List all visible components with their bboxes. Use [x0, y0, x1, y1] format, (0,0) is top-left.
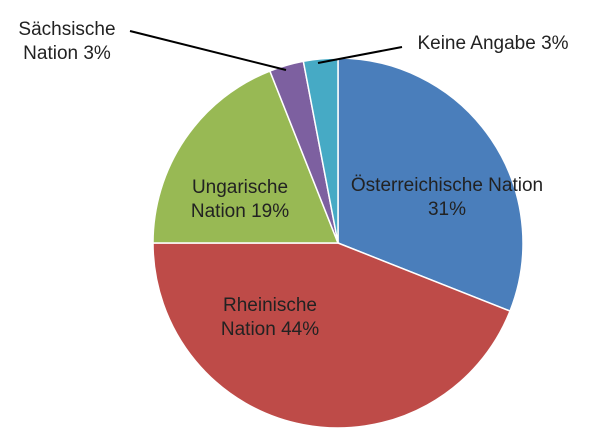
value-label: 3%	[541, 33, 569, 54]
slice-label: Ungarische Nation 19%	[165, 176, 315, 224]
slice-label: Sächsische Nation 3%	[2, 18, 132, 66]
pie-slice	[152, 70, 340, 244]
value-label: 3%	[83, 43, 111, 64]
pie-slice	[152, 242, 511, 429]
category-name: Sächsische Nation	[18, 19, 116, 64]
category-name: Ungarische Nation	[190, 177, 289, 222]
category-name: Österreichische Nation	[350, 175, 544, 196]
category-name: Rheinische Nation	[220, 295, 317, 340]
value-label: 31%	[427, 199, 467, 220]
slice-label: Österreichische Nation 31%	[347, 174, 547, 222]
value-label: 44%	[281, 319, 320, 340]
pie-slice	[337, 57, 524, 313]
category-name: Keine Angabe	[417, 33, 536, 54]
leader-line	[129, 30, 287, 71]
leader-line	[317, 46, 403, 64]
slice-label: Keine Angabe 3%	[393, 32, 593, 56]
slice-label: Rheinische Nation 44%	[195, 294, 345, 342]
value-label: 19%	[251, 201, 290, 222]
pie-slice	[302, 57, 339, 244]
